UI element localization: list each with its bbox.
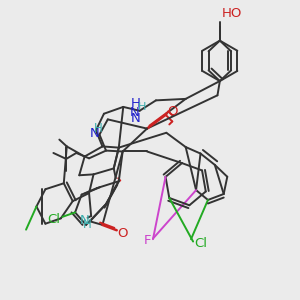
Text: Cl: Cl: [194, 237, 207, 250]
Text: O: O: [167, 106, 178, 118]
Text: H
N: H N: [130, 98, 140, 125]
Text: Cl: Cl: [47, 213, 60, 226]
Text: N: N: [130, 106, 140, 119]
Text: HO: HO: [221, 7, 242, 20]
Text: F: F: [144, 234, 152, 247]
Text: N: N: [80, 214, 89, 227]
Text: O: O: [117, 227, 128, 240]
Text: H: H: [137, 102, 146, 112]
Text: H: H: [94, 122, 103, 134]
Text: H: H: [82, 218, 91, 231]
Text: N: N: [90, 127, 100, 140]
